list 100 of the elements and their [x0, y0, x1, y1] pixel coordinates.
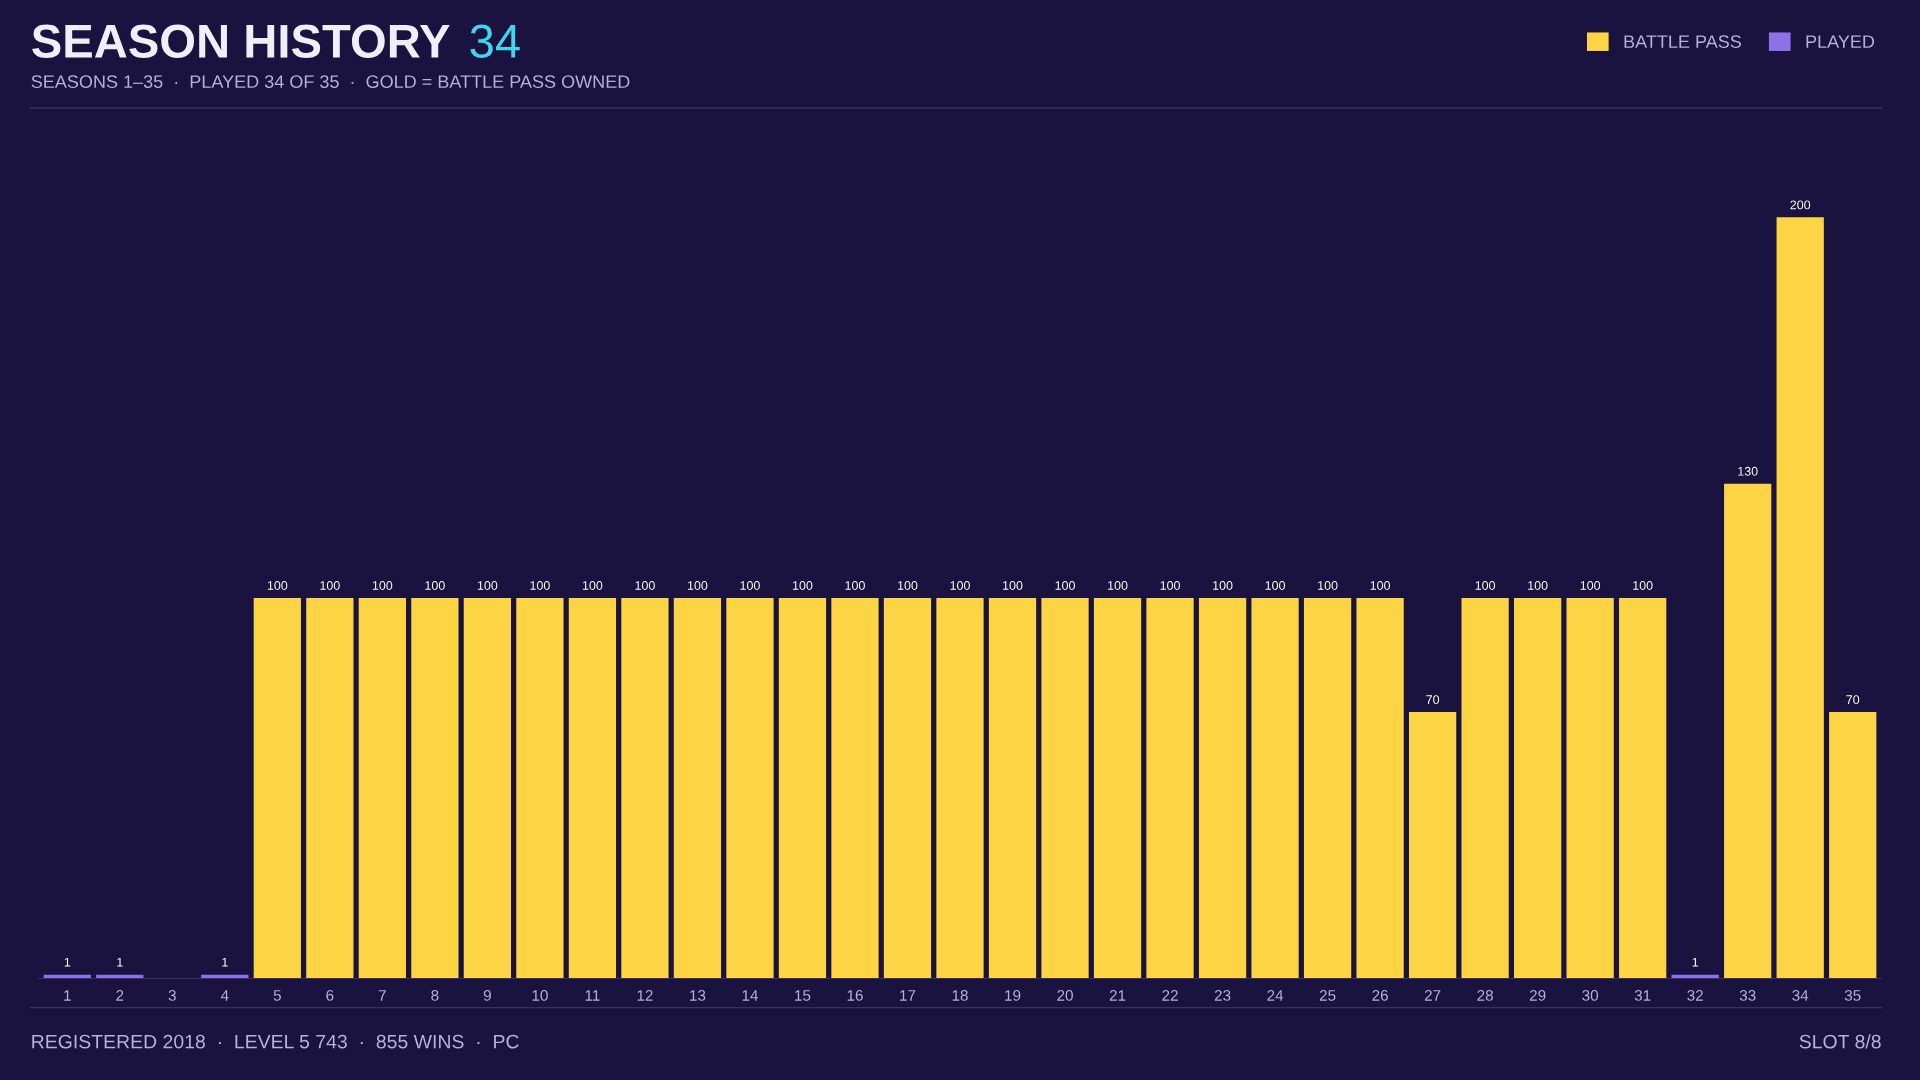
x-tick-label: 14	[742, 990, 758, 1001]
bar	[1724, 483, 1772, 979]
chart-subtitle: SEASONS 1–35 · PLAYED 34 OF 35 · GOLD = BATTLE PASS OWNED	[31, 75, 630, 89]
data-label: 100	[530, 581, 550, 590]
x-tick-label: 17	[900, 990, 916, 1001]
data-label: 100	[372, 581, 393, 590]
bar	[568, 597, 617, 979]
data-label: 100	[1055, 581, 1075, 590]
bar	[988, 597, 1037, 979]
data-label: 100	[635, 581, 655, 590]
data-label: 100	[1528, 581, 1548, 590]
data-label: 100	[1475, 581, 1496, 590]
data-label: 130	[1738, 466, 1758, 476]
bar	[1303, 597, 1352, 979]
data-label: 100	[320, 581, 340, 590]
bar	[516, 597, 564, 979]
bar	[1619, 597, 1667, 979]
x-tick-label: 29	[1529, 989, 1546, 1001]
bar	[358, 597, 406, 979]
x-tick-label: 1	[64, 990, 71, 1001]
data-label: 100	[267, 581, 288, 590]
bar	[726, 597, 774, 979]
data-label: 1	[222, 957, 228, 967]
bar	[1829, 712, 1877, 979]
text: SLOT 8/8	[1799, 1034, 1881, 1049]
x-tick-label: 35	[1844, 989, 1861, 1001]
x-tick-label: 24	[1267, 989, 1284, 1001]
x-tick-label: 4	[220, 990, 229, 1001]
chart-title: SEASON HISTORY	[32, 24, 450, 59]
data-label: 100	[792, 581, 813, 590]
data-label: 100	[1108, 581, 1128, 590]
x-tick-label: 28	[1477, 989, 1493, 1001]
bar	[1093, 597, 1142, 979]
x-tick-label: 26	[1372, 989, 1388, 1001]
bar	[883, 597, 932, 979]
x-tick-label: 7	[378, 990, 386, 1001]
x-tick-label: 10	[532, 989, 548, 1001]
x-tick-label: 18	[952, 989, 968, 1001]
data-label: 100	[898, 581, 918, 590]
bar	[1146, 597, 1194, 979]
x-tick-label: 5	[273, 990, 281, 1001]
x-tick-label: 15	[795, 990, 811, 1001]
data-label: 100	[1213, 581, 1233, 590]
data-label: 100	[582, 581, 603, 590]
x-tick-label: 12	[637, 989, 653, 1001]
data-label: 1	[1692, 957, 1699, 967]
data-label: 100	[477, 581, 498, 590]
data-label: 1	[117, 957, 123, 967]
bar	[1041, 597, 1089, 979]
bar	[1356, 597, 1404, 979]
data-label: 100	[1265, 581, 1286, 590]
x-tick-label: 20	[1057, 989, 1073, 1001]
data-label: 100	[1370, 581, 1391, 590]
data-label: 100	[1318, 581, 1338, 590]
legend-label: BATTLE PASS	[1624, 35, 1741, 48]
x-tick-label: 9	[483, 989, 491, 1001]
data-label: 100	[845, 581, 865, 590]
bar	[253, 597, 301, 979]
x-tick-label: 21	[1109, 989, 1126, 1001]
bar	[1408, 712, 1457, 979]
x-tick-label: 33	[1739, 989, 1756, 1001]
bar	[411, 597, 459, 979]
x-tick-label: 25	[1319, 989, 1336, 1001]
data-label: 100	[740, 581, 760, 590]
x-tick-label: 2	[116, 989, 124, 1001]
x-tick-label: 22	[1162, 989, 1178, 1001]
data-label: 70	[1846, 695, 1860, 705]
data-label: 100	[687, 581, 708, 590]
data-label: 100	[950, 581, 970, 590]
data-label: 100	[1633, 581, 1653, 590]
x-tick-label: 34	[1792, 989, 1809, 1001]
data-label: 100	[1003, 581, 1023, 590]
bar	[463, 597, 512, 979]
bar	[1514, 597, 1562, 979]
data-label: 100	[1580, 581, 1601, 590]
x-tick-label: 31	[1634, 989, 1651, 1001]
x-tick-label: 11	[585, 990, 600, 1001]
x-tick-label: 3	[168, 989, 176, 1001]
text: 34	[470, 24, 520, 59]
bar	[621, 597, 669, 979]
x-tick-label: 27	[1424, 989, 1441, 1001]
data-label: 100	[1160, 581, 1180, 590]
bar	[778, 597, 827, 979]
bar	[1461, 597, 1509, 979]
bar	[1198, 597, 1247, 979]
x-tick-label: 30	[1582, 989, 1599, 1001]
data-label: 100	[425, 581, 445, 590]
legend-label: PLAYED	[1806, 35, 1875, 48]
x-tick-label: 23	[1214, 989, 1231, 1001]
text: REGISTERED 2018 · LEVEL 5 743 · 855 WINS · PC	[32, 1034, 519, 1049]
data-label: 70	[1426, 695, 1440, 705]
bar	[936, 597, 984, 979]
bar	[1566, 597, 1614, 979]
bar	[831, 597, 879, 979]
bar	[306, 597, 354, 979]
x-tick-label: 16	[847, 989, 863, 1001]
bar	[1251, 597, 1299, 979]
bar	[673, 597, 722, 979]
x-tick-label: 8	[431, 989, 439, 1001]
data-label: 1	[64, 957, 71, 967]
